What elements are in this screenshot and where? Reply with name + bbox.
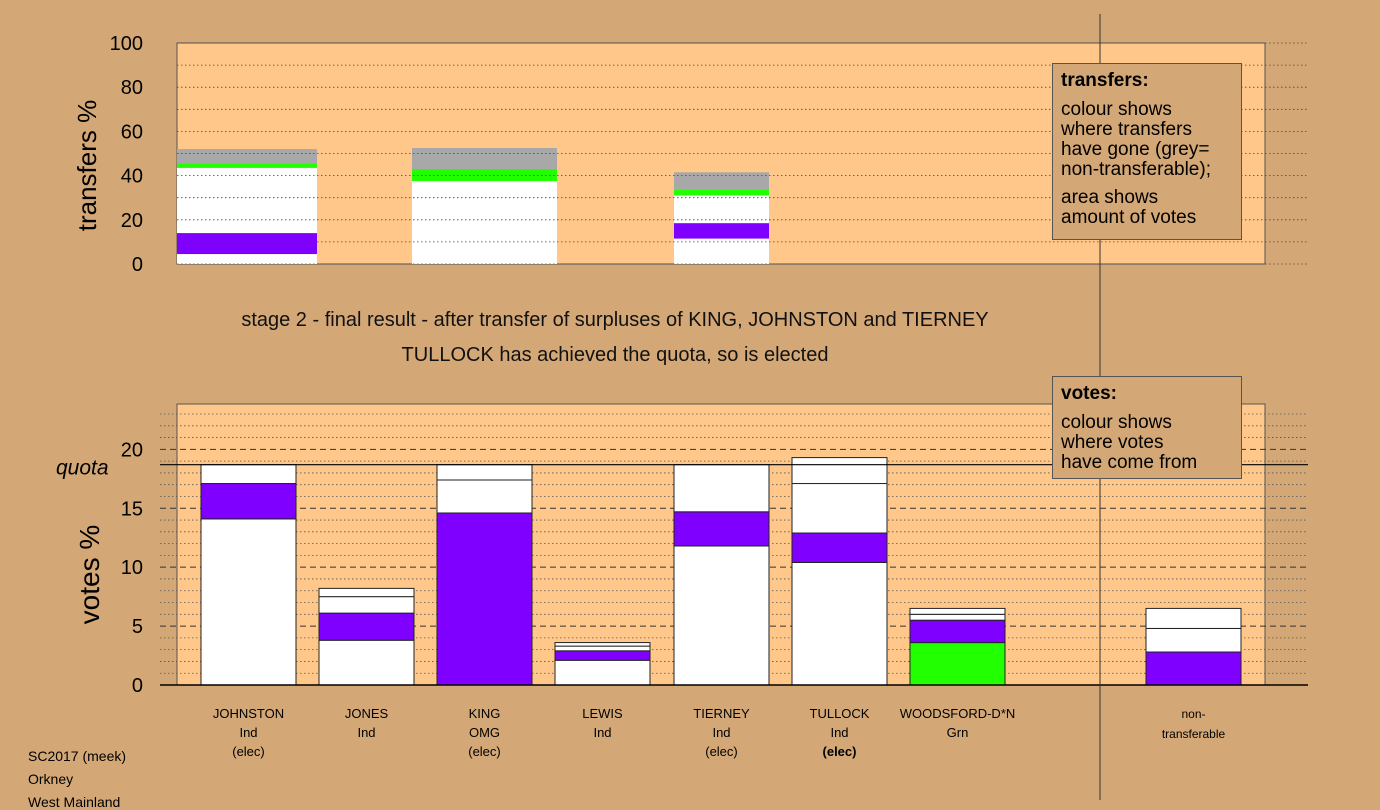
elected-description: TULLOCK has achieved the quota, so is el… (401, 344, 829, 366)
candidate-name-label: KING (469, 706, 501, 721)
transfer-bar-segment (412, 147, 557, 169)
transfer-bar-segment (177, 167, 317, 234)
non-transferable-bar-segment (1145, 627, 1242, 653)
vote-bar-segment (200, 464, 297, 485)
non-transferable-label: non- (1181, 707, 1205, 721)
transfer-bar-segment (674, 195, 769, 224)
vote-bar-segment (318, 596, 415, 614)
transfer-bar-segment (177, 254, 317, 264)
candidate-party-label: Ind (239, 725, 257, 740)
candidate-party-label: Ind (712, 725, 730, 740)
vote-bar-segment (909, 613, 1006, 621)
vote-bar-segment (909, 642, 1006, 686)
transfer-bar-segment (412, 181, 557, 264)
non-transferable-bar-segment (1145, 607, 1242, 629)
transfer-bar-segment (674, 172, 769, 190)
vote-bar-segment (436, 464, 533, 481)
vote-bar-segment (909, 607, 1006, 615)
transfers-tick-label: 40 (121, 166, 143, 188)
votes-legend: votes: colour shows where votes have com… (1052, 376, 1242, 479)
vote-bar-segment (673, 511, 770, 547)
candidate-party-label: Ind (357, 725, 375, 740)
votes-tick-label: 10 (121, 557, 143, 579)
transfers-tick-label: 0 (132, 254, 143, 276)
vote-bar-segment (318, 639, 415, 686)
vote-bar-segment (791, 483, 888, 534)
quota-label: quota (56, 457, 109, 480)
vote-bar-segment (791, 457, 888, 485)
candidate-party-label: Ind (830, 725, 848, 740)
candidate-party-label: Ind (593, 725, 611, 740)
candidate-status-label: (elec) (468, 744, 501, 759)
votes-legend-line: where votes (1061, 432, 1164, 453)
vote-bar-segment (673, 464, 770, 513)
candidate-status-label: (elec) (823, 744, 857, 759)
votes-tick-label: 0 (132, 675, 143, 697)
candidate-party-label: OMG (469, 725, 500, 740)
transfers-legend-title: transfers: (1061, 70, 1149, 91)
vote-bar-segment (554, 659, 651, 686)
vote-bar-segment (554, 650, 651, 661)
candidate-status-label: (elec) (232, 744, 265, 759)
transfer-bar-segment (177, 233, 317, 255)
transfers-legend-line: non-transferable); (1061, 159, 1211, 180)
transfers-legend-line: area shows (1061, 187, 1159, 208)
transfers-legend-line: have gone (grey= (1061, 139, 1210, 160)
transfer-bar-segment (177, 163, 317, 168)
vote-bar-segment (200, 518, 297, 686)
transfers-legend-line: colour shows (1061, 99, 1172, 120)
candidate-name-label: JONES (345, 706, 389, 721)
transfers-tick-label: 100 (110, 33, 143, 55)
votes-tick-label: 15 (121, 498, 143, 520)
candidate-name-label: LEWIS (582, 706, 623, 721)
vote-bar-segment (318, 612, 415, 641)
transfer-bar-segment (177, 149, 317, 164)
candidate-status-label: (elec) (705, 744, 738, 759)
votes-legend-line: colour shows (1061, 412, 1172, 433)
transfer-bar-segment (412, 168, 557, 182)
transfer-bar-segment (674, 238, 769, 264)
vote-bar-segment (436, 479, 533, 514)
candidate-party-label: Grn (947, 725, 969, 740)
transfer-bar-segment (674, 189, 769, 196)
footer-election: SC2017 (meek) (28, 748, 127, 764)
vote-bar-segment (791, 532, 888, 563)
footer-council: Orkney (28, 771, 74, 787)
vote-bar-segment (554, 642, 651, 647)
candidate-name-label: TIERNEY (693, 706, 750, 721)
vote-bar-segment (200, 483, 297, 520)
transfers-legend-line: where transfers (1061, 119, 1192, 140)
transfers-axis-label: transfers % (72, 100, 102, 232)
transfers-tick-label: 60 (121, 121, 143, 143)
vote-bar-segment (791, 561, 888, 686)
vote-bar-segment (909, 619, 1006, 644)
candidate-name-label: TULLOCK (810, 706, 870, 721)
non-transferable-bar-segment (1145, 651, 1242, 686)
vote-bar-segment (318, 587, 415, 598)
stage-description: stage 2 - final result - after transfer … (241, 309, 989, 331)
transfers-legend-line: amount of votes (1061, 207, 1197, 228)
footer-ward: West Mainland (28, 794, 121, 810)
votes-legend-line: have come from (1061, 452, 1198, 473)
vote-bar-segment (436, 512, 533, 686)
candidate-name-label: JOHNSTON (213, 706, 284, 721)
transfer-bar-segment (674, 223, 769, 239)
votes-tick-label: 5 (132, 616, 143, 638)
votes-axis-label: votes % (74, 525, 105, 625)
transfers-legend: transfers: colour shows where transfers … (1052, 63, 1242, 240)
non-transferable-label: transferable (1162, 727, 1226, 741)
vote-bar-segment (673, 545, 770, 686)
transfers-tick-label: 80 (121, 77, 143, 99)
transfers-tick-label: 20 (121, 210, 143, 232)
vote-bar-segment (554, 645, 651, 652)
candidate-name-label: WOODSFORD-D*N (900, 706, 1016, 721)
votes-tick-label: 20 (121, 439, 143, 461)
votes-legend-title: votes: (1061, 383, 1117, 404)
